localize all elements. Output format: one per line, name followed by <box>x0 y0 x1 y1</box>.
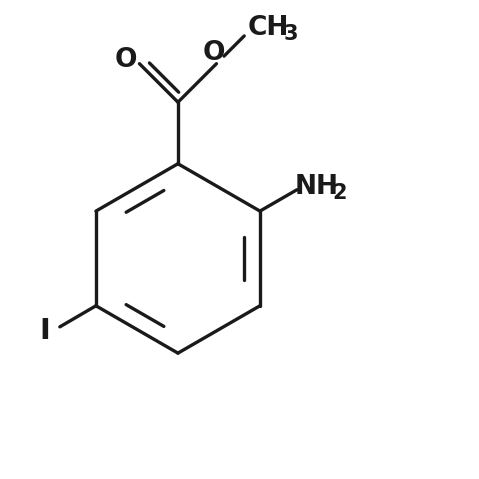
Text: NH: NH <box>295 174 339 200</box>
Text: O: O <box>203 40 225 66</box>
Text: 2: 2 <box>332 182 347 203</box>
Text: I: I <box>40 317 51 345</box>
Text: O: O <box>115 47 137 73</box>
Text: 3: 3 <box>284 24 298 44</box>
Text: CH: CH <box>247 15 288 41</box>
